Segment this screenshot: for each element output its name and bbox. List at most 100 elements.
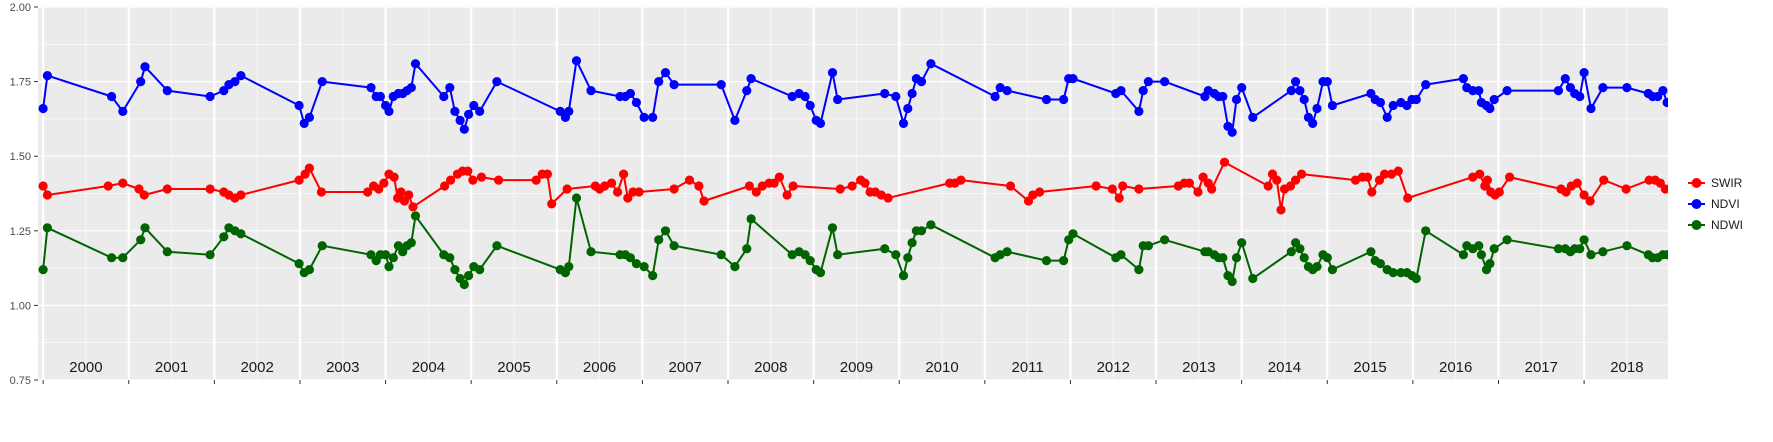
- data-point-ndwi: [926, 220, 936, 230]
- data-point-ndvi: [1041, 94, 1052, 105]
- data-point-ndwi: [1502, 235, 1512, 245]
- data-point-swir: [751, 187, 761, 197]
- data-point-ndvi: [746, 74, 756, 84]
- data-point-ndwi: [1116, 250, 1126, 260]
- data-point-ndwi: [1218, 253, 1228, 263]
- data-point-swir: [1184, 178, 1194, 188]
- legend-label: NDVI: [1711, 197, 1740, 211]
- data-point-ndvi: [469, 100, 479, 111]
- legend-item-ndwi: NDWI: [1688, 218, 1743, 232]
- data-point-ndwi: [586, 247, 596, 257]
- data-point-ndvi: [384, 106, 394, 116]
- data-point-ndvi: [410, 59, 421, 69]
- data-point-ndvi: [136, 77, 146, 87]
- data-point-swir: [494, 175, 504, 185]
- data-point-ndwi: [1227, 276, 1237, 287]
- data-point-swir: [1134, 184, 1144, 194]
- year-label: 2013: [1182, 359, 1215, 376]
- data-point-ndvi: [1116, 86, 1126, 96]
- data-point-ndwi: [1327, 265, 1337, 275]
- data-point-ndwi: [564, 262, 574, 272]
- year-label: 2000: [69, 359, 102, 376]
- data-point-swir: [1263, 181, 1273, 191]
- data-point-ndwi: [916, 226, 927, 236]
- data-point-ndvi: [42, 71, 53, 81]
- data-point-ndwi: [571, 193, 582, 203]
- data-point-swir: [1291, 175, 1301, 185]
- data-point-ndvi: [669, 80, 679, 90]
- data-point-ndwi: [1231, 253, 1242, 263]
- data-point-ndvi: [1575, 91, 1585, 102]
- data-point-ndwi: [1476, 250, 1486, 260]
- data-point-swir: [1118, 181, 1128, 191]
- y-tick-label: 1.00: [10, 300, 31, 312]
- data-point-swir: [38, 181, 48, 191]
- data-point-swir: [1393, 166, 1403, 176]
- data-point-swir: [1579, 190, 1589, 200]
- data-point-ndvi: [1388, 100, 1398, 111]
- y-tick-label: 0.75: [10, 375, 31, 387]
- gridlines: [38, 7, 1668, 380]
- data-point-ndwi: [1586, 250, 1596, 260]
- data-point-ndwi: [388, 253, 398, 263]
- data-point-swir: [694, 181, 704, 191]
- data-point-swir: [363, 187, 373, 197]
- year-label: 2008: [754, 359, 787, 376]
- data-point-ndvi: [162, 86, 172, 96]
- data-point-ndvi: [648, 112, 658, 122]
- data-point-ndwi: [880, 244, 890, 254]
- data-point-ndvi: [140, 62, 150, 72]
- data-point-ndvi: [716, 80, 726, 90]
- data-point-ndvi: [1299, 94, 1309, 105]
- data-point-ndvi: [317, 77, 327, 87]
- year-labels: 2000 2001 2002 2003 2004 2005 2006 2007 2008 2009…: [69, 359, 1643, 376]
- y-tick-label: 1.75: [10, 77, 31, 89]
- data-point-swir: [139, 190, 149, 200]
- data-point-swir: [623, 193, 633, 203]
- data-point-ndwi: [1237, 238, 1247, 248]
- data-point-swir: [774, 172, 785, 182]
- data-point-ndwi: [654, 235, 664, 245]
- data-point-ndwi: [317, 241, 327, 251]
- data-point-ndvi: [1143, 77, 1153, 87]
- data-point-ndvi: [304, 112, 314, 122]
- data-point-ndwi: [1579, 235, 1589, 245]
- data-point-swir: [531, 175, 541, 185]
- data-point-swir: [1403, 193, 1413, 203]
- data-point-swir: [408, 202, 418, 212]
- data-point-ndvi: [1231, 94, 1242, 105]
- data-point-swir: [379, 178, 389, 188]
- data-point-ndvi: [1489, 94, 1499, 105]
- data-point-swir: [236, 190, 246, 200]
- data-point-ndvi: [1421, 80, 1431, 90]
- data-point-swir: [316, 187, 326, 197]
- data-point-swir: [1660, 184, 1668, 194]
- y-tick-label: 2.00: [10, 2, 31, 14]
- data-point-ndvi: [742, 86, 752, 96]
- data-point-ndwi: [1295, 244, 1305, 254]
- data-point-swir: [1276, 205, 1286, 215]
- year-label: 2012: [1097, 359, 1130, 376]
- data-point-swir: [374, 184, 384, 194]
- data-point-ndvi: [1295, 86, 1305, 96]
- data-point-swir: [1091, 181, 1101, 191]
- data-point-ndwi: [1622, 241, 1632, 251]
- data-point-ndwi: [660, 226, 671, 236]
- data-point-ndwi: [366, 250, 376, 260]
- data-point-swir: [1380, 169, 1390, 179]
- data-point-swir: [562, 184, 572, 194]
- year-label: 2004: [412, 359, 445, 376]
- data-point-ndwi: [492, 241, 502, 251]
- data-point-ndvi: [639, 112, 649, 122]
- data-point-ndvi: [1322, 77, 1332, 87]
- data-point-ndwi: [1575, 244, 1585, 254]
- data-point-ndwi: [1248, 273, 1258, 284]
- year-label: 2005: [497, 359, 530, 376]
- data-point-swir: [699, 196, 709, 206]
- data-point-ndwi: [746, 214, 756, 224]
- legend-key-marker: [1691, 220, 1702, 230]
- data-point-ndwi: [625, 253, 636, 263]
- data-point-ndvi: [815, 118, 826, 128]
- data-point-ndvi: [464, 109, 474, 119]
- data-point-ndwi: [459, 279, 469, 290]
